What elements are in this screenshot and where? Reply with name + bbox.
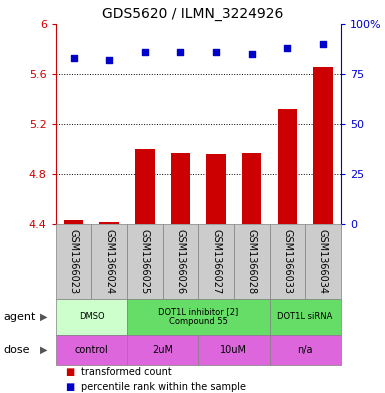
Bar bbox=[127, 335, 198, 365]
Point bbox=[70, 55, 77, 61]
Bar bbox=[198, 224, 234, 299]
Bar bbox=[56, 224, 92, 299]
Text: GSM1366024: GSM1366024 bbox=[104, 229, 114, 294]
Text: GSM1366026: GSM1366026 bbox=[176, 229, 186, 294]
Text: transformed count: transformed count bbox=[81, 367, 172, 377]
Text: percentile rank within the sample: percentile rank within the sample bbox=[81, 382, 246, 393]
Point bbox=[142, 48, 148, 55]
Bar bbox=[270, 335, 341, 365]
Point bbox=[177, 48, 184, 55]
Bar bbox=[305, 224, 341, 299]
Text: ■: ■ bbox=[65, 367, 75, 377]
Bar bbox=[278, 109, 297, 224]
Text: DMSO: DMSO bbox=[79, 312, 104, 321]
Bar bbox=[242, 152, 261, 224]
Bar bbox=[270, 224, 305, 299]
Text: 2uM: 2uM bbox=[152, 345, 173, 355]
Bar bbox=[92, 224, 127, 299]
Text: GSM1366028: GSM1366028 bbox=[247, 229, 257, 294]
Text: GSM1366034: GSM1366034 bbox=[318, 229, 328, 294]
Bar bbox=[313, 68, 333, 224]
Bar bbox=[64, 220, 84, 224]
Text: DOT1L inhibitor [2]
Compound 55: DOT1L inhibitor [2] Compound 55 bbox=[158, 307, 238, 327]
Text: GSM1366023: GSM1366023 bbox=[69, 229, 79, 294]
Text: ▶: ▶ bbox=[40, 312, 48, 322]
Bar bbox=[234, 224, 270, 299]
Bar bbox=[163, 224, 198, 299]
Bar bbox=[206, 154, 226, 224]
Text: GSM1366027: GSM1366027 bbox=[211, 229, 221, 294]
Text: ■: ■ bbox=[65, 382, 75, 393]
Text: GDS5620 / ILMN_3224926: GDS5620 / ILMN_3224926 bbox=[102, 7, 283, 21]
Text: dose: dose bbox=[4, 345, 30, 355]
Text: n/a: n/a bbox=[297, 345, 313, 355]
Bar bbox=[56, 299, 127, 335]
Text: GSM1366025: GSM1366025 bbox=[140, 229, 150, 294]
Bar bbox=[135, 149, 155, 224]
Point bbox=[106, 57, 112, 63]
Bar bbox=[56, 335, 127, 365]
Text: control: control bbox=[75, 345, 108, 355]
Point bbox=[249, 50, 255, 57]
Text: 10uM: 10uM bbox=[220, 345, 248, 355]
Bar bbox=[127, 224, 162, 299]
Bar bbox=[127, 299, 270, 335]
Bar bbox=[99, 222, 119, 224]
Bar bbox=[171, 152, 190, 224]
Text: GSM1366033: GSM1366033 bbox=[282, 229, 292, 294]
Bar bbox=[198, 335, 270, 365]
Text: agent: agent bbox=[4, 312, 36, 322]
Point bbox=[284, 44, 290, 51]
Bar bbox=[270, 299, 341, 335]
Text: ▶: ▶ bbox=[40, 345, 48, 355]
Point bbox=[213, 48, 219, 55]
Text: DOT1L siRNA: DOT1L siRNA bbox=[278, 312, 333, 321]
Point bbox=[320, 40, 326, 47]
